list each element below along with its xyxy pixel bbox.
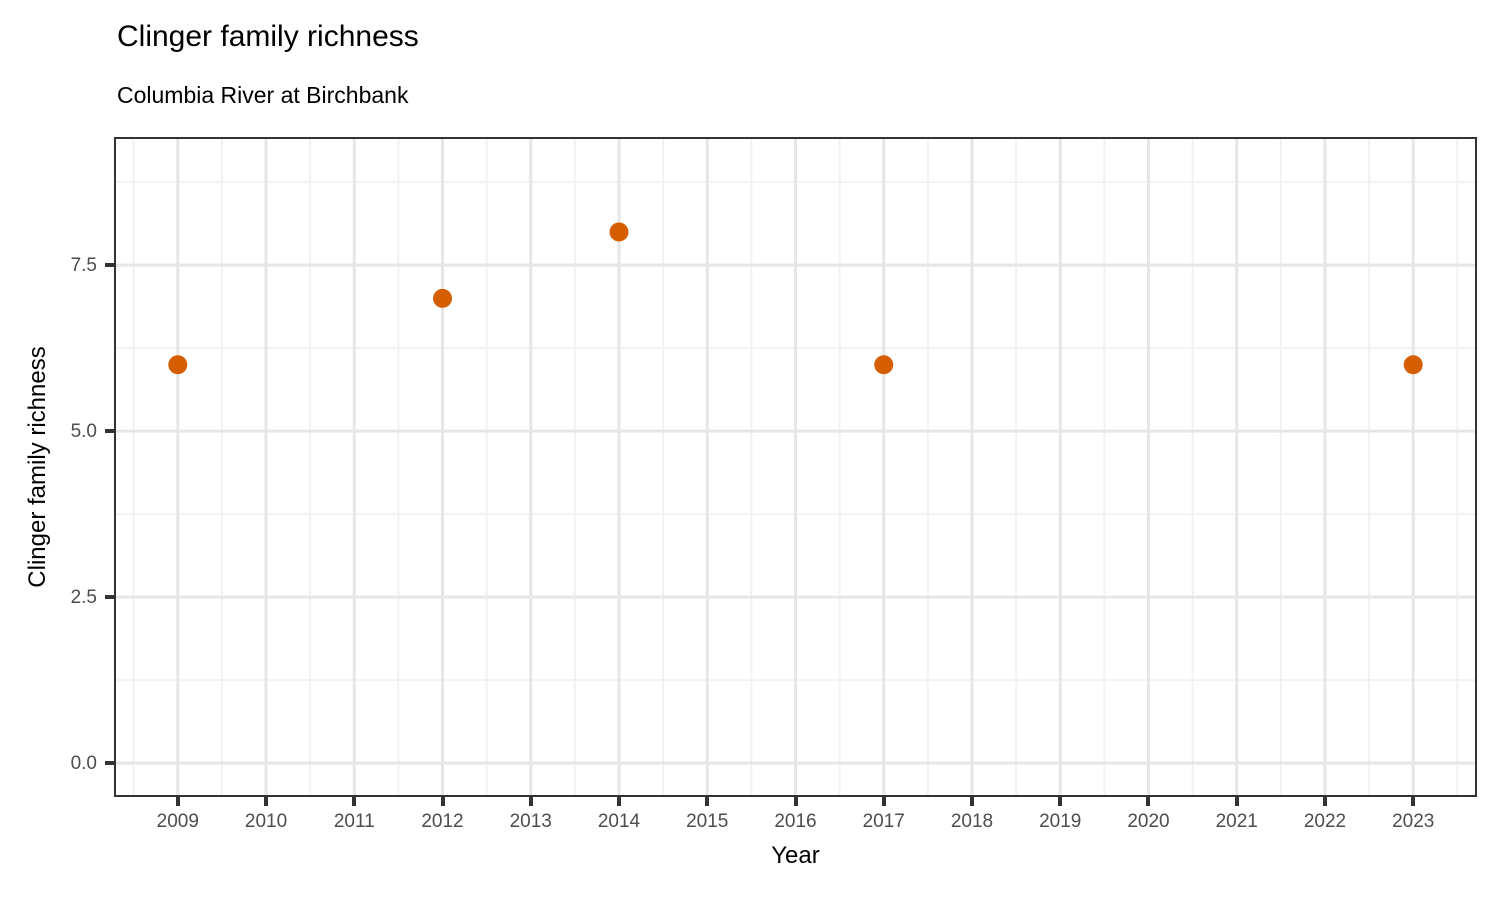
x-tick-label: 2012 bbox=[421, 811, 464, 832]
x-tick-label: 2014 bbox=[597, 811, 641, 832]
y-tick-mark bbox=[105, 263, 114, 268]
x-tick-mark bbox=[617, 797, 621, 806]
y-axis-title: Clinger family richness bbox=[24, 346, 51, 588]
data-point bbox=[433, 288, 453, 308]
y-tick-label: 7.5 bbox=[70, 255, 97, 277]
chart-title: Clinger family richness bbox=[117, 20, 419, 53]
y-tick-mark bbox=[105, 429, 114, 434]
y-tick-mark bbox=[105, 595, 114, 600]
x-tick-label: 2016 bbox=[774, 811, 817, 832]
x-tick-mark bbox=[440, 797, 445, 806]
x-tick-label: 2023 bbox=[1392, 811, 1435, 832]
x-tick-label: 2020 bbox=[1127, 811, 1170, 832]
x-tick-label: 2015 bbox=[686, 811, 729, 832]
x-tick-mark bbox=[1058, 797, 1063, 806]
x-tick-label: 2009 bbox=[156, 811, 199, 832]
data-point bbox=[1403, 355, 1423, 375]
x-tick-mark bbox=[1146, 797, 1151, 806]
y-tick-mark bbox=[105, 761, 114, 766]
x-tick-mark bbox=[1411, 797, 1416, 806]
data-point bbox=[168, 355, 188, 375]
x-tick-mark bbox=[175, 797, 180, 806]
x-tick-label: 2021 bbox=[1215, 811, 1258, 832]
x-tick-mark bbox=[881, 797, 886, 806]
x-tick-mark bbox=[1234, 797, 1239, 806]
data-point bbox=[609, 222, 629, 242]
scatter-plot bbox=[116, 139, 1475, 795]
x-tick-mark bbox=[264, 797, 269, 806]
x-axis-title: Year bbox=[771, 842, 820, 869]
x-tick-label: 2011 bbox=[333, 811, 375, 832]
x-tick-mark bbox=[969, 797, 974, 806]
x-tick-label: 2022 bbox=[1303, 811, 1347, 832]
plot-panel bbox=[114, 137, 1477, 797]
x-tick-label: 2018 bbox=[950, 811, 994, 832]
data-point bbox=[874, 355, 894, 375]
x-tick-mark bbox=[528, 797, 533, 806]
x-tick-label: 2019 bbox=[1039, 811, 1082, 832]
chart-subtitle: Columbia River at Birchbank bbox=[117, 82, 409, 108]
x-tick-mark bbox=[1322, 797, 1327, 806]
x-tick-label: 2010 bbox=[244, 811, 288, 832]
x-tick-mark bbox=[705, 797, 710, 806]
x-tick-mark bbox=[793, 797, 798, 806]
y-tick-label: 5.0 bbox=[70, 421, 97, 443]
y-tick-label: 2.5 bbox=[70, 587, 97, 609]
x-tick-label: 2013 bbox=[509, 811, 552, 832]
x-tick-label: 2017 bbox=[862, 811, 905, 832]
y-tick-label: 0.0 bbox=[70, 753, 97, 775]
x-tick-mark bbox=[352, 797, 357, 806]
